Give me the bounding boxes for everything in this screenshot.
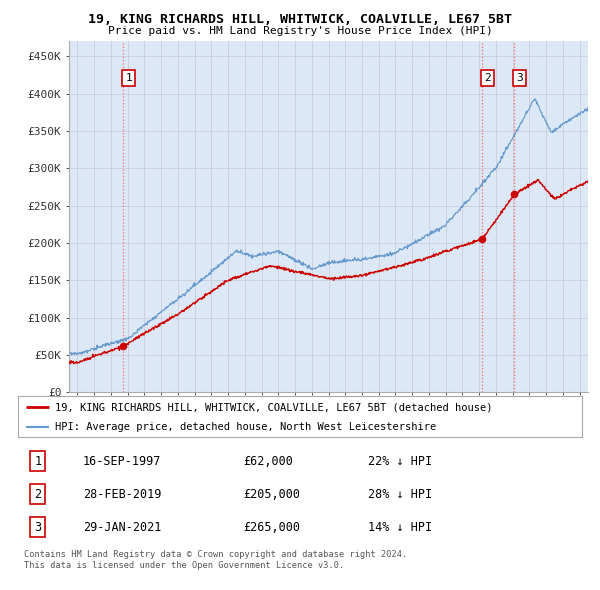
Text: 28-FEB-2019: 28-FEB-2019 (83, 487, 161, 501)
Text: 16-SEP-1997: 16-SEP-1997 (83, 454, 161, 468)
Text: This data is licensed under the Open Government Licence v3.0.: This data is licensed under the Open Gov… (24, 560, 344, 569)
Text: 22% ↓ HPI: 22% ↓ HPI (368, 454, 432, 468)
Text: 19, KING RICHARDS HILL, WHITWICK, COALVILLE, LE67 5BT (detached house): 19, KING RICHARDS HILL, WHITWICK, COALVI… (55, 402, 492, 412)
Text: 2: 2 (484, 73, 491, 83)
Text: £205,000: £205,000 (244, 487, 301, 501)
Text: 1: 1 (125, 73, 132, 83)
Text: 19, KING RICHARDS HILL, WHITWICK, COALVILLE, LE67 5BT: 19, KING RICHARDS HILL, WHITWICK, COALVI… (88, 13, 512, 26)
Text: 3: 3 (517, 73, 523, 83)
Text: 28% ↓ HPI: 28% ↓ HPI (368, 487, 432, 501)
Text: HPI: Average price, detached house, North West Leicestershire: HPI: Average price, detached house, Nort… (55, 422, 436, 431)
Text: 14% ↓ HPI: 14% ↓ HPI (368, 520, 432, 534)
Text: Contains HM Land Registry data © Crown copyright and database right 2024.: Contains HM Land Registry data © Crown c… (24, 550, 407, 559)
Text: £62,000: £62,000 (244, 454, 293, 468)
Text: 2: 2 (34, 487, 41, 501)
Text: Price paid vs. HM Land Registry's House Price Index (HPI): Price paid vs. HM Land Registry's House … (107, 26, 493, 36)
Text: 1: 1 (34, 454, 41, 468)
Text: 29-JAN-2021: 29-JAN-2021 (83, 520, 161, 534)
Text: £265,000: £265,000 (244, 520, 301, 534)
Text: 3: 3 (34, 520, 41, 534)
